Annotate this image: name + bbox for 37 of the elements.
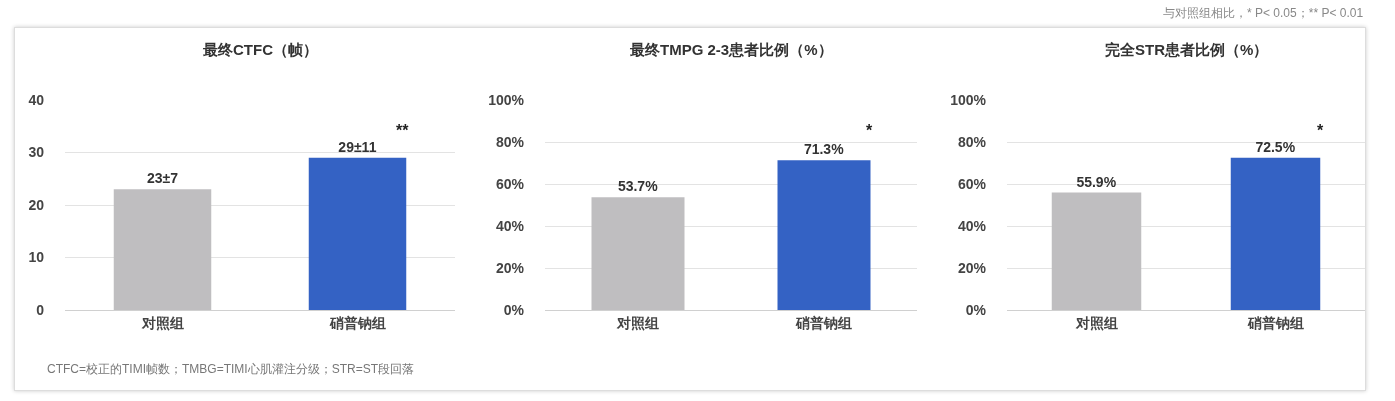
text: 与对照组相比，* P< 0.05；** P< 0.01 bbox=[1163, 6, 1364, 20]
chart-title: 最终CTFC（帧） bbox=[202, 41, 318, 58]
data-label: 23±7 bbox=[146, 170, 179, 187]
y-tick-label: 40 bbox=[28, 91, 45, 108]
data-label: 53.7% bbox=[617, 178, 659, 195]
x-tick-label: 硝普钠组 bbox=[328, 314, 386, 331]
y-tick-label: 60% bbox=[957, 175, 987, 192]
y-tick-label: 80% bbox=[495, 133, 525, 150]
y-tick-label: 0 bbox=[36, 301, 45, 318]
data-label: 72.5% bbox=[1255, 138, 1296, 155]
annotation: ** bbox=[396, 122, 410, 139]
y-tick-label: 80% bbox=[957, 133, 987, 150]
y-tick-label: 0% bbox=[503, 301, 525, 318]
text: CTFC=校正的TIMI帧数；TMBG=TIMI心肌灌注分级；STR=ST段回落 bbox=[47, 362, 415, 376]
y-tick-label: 60% bbox=[495, 175, 525, 192]
chart-title: 最终TMPG 2-3患者比例（%） bbox=[629, 41, 833, 58]
y-tick-label: 40% bbox=[495, 217, 525, 234]
y-tick-label: 0% bbox=[965, 301, 987, 318]
y-tick-label: 40% bbox=[957, 217, 987, 234]
y-tick-label: 20% bbox=[957, 259, 987, 276]
y-tick-label: 20 bbox=[28, 196, 45, 213]
data-label: 71.3% bbox=[803, 141, 845, 158]
y-tick-label: 100% bbox=[950, 91, 987, 108]
data-label: 29±11 bbox=[338, 138, 377, 155]
x-tick-label: 对照组 bbox=[140, 314, 184, 331]
x-tick-label: 硝普钠组 bbox=[1246, 314, 1304, 331]
x-tick-label: 对照组 bbox=[1074, 314, 1118, 331]
annotation: * bbox=[866, 122, 873, 139]
y-tick-label: 10 bbox=[28, 249, 45, 266]
x-tick-label: 对照组 bbox=[616, 314, 659, 331]
data-label: 55.9% bbox=[1076, 173, 1117, 190]
y-tick-label: 100% bbox=[488, 91, 525, 108]
chart-title: 完全STR患者比例（%） bbox=[1105, 41, 1269, 58]
y-tick-label: 30 bbox=[28, 144, 45, 161]
x-tick-label: 硝普钠组 bbox=[795, 314, 852, 331]
y-tick-label: 20% bbox=[495, 259, 525, 276]
annotation: * bbox=[1317, 122, 1324, 139]
